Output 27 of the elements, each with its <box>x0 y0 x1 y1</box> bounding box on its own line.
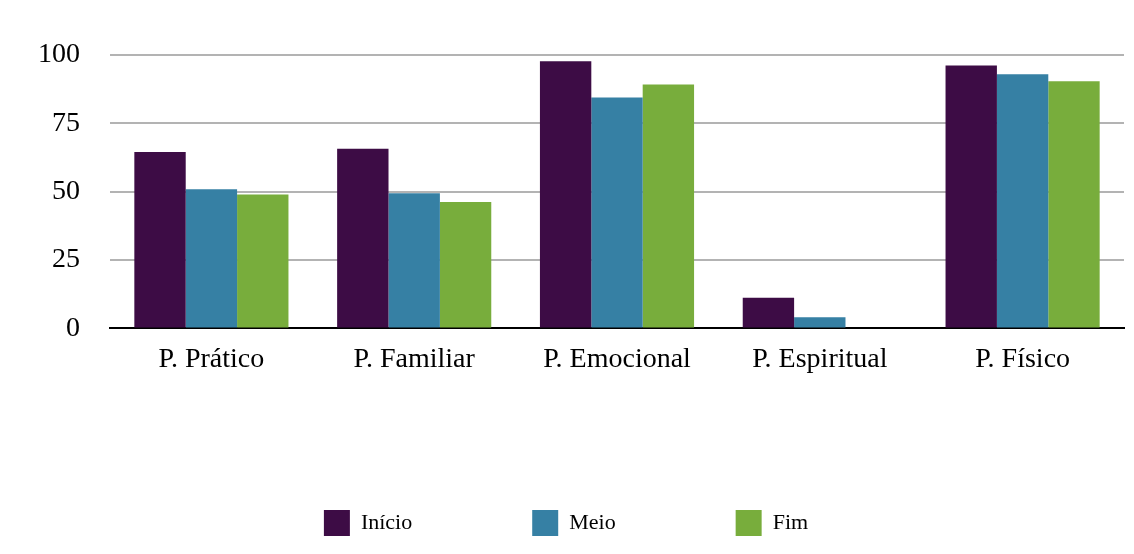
x-tick-label: P. Físico <box>975 341 1071 373</box>
bar <box>237 194 289 328</box>
x-tick-label: P. Prático <box>158 341 265 373</box>
legend-label: Início <box>360 508 413 534</box>
bar <box>134 151 186 328</box>
y-tick-label: 75 <box>52 105 80 137</box>
bar <box>337 148 389 328</box>
bar <box>642 84 695 328</box>
y-tick-label: 0 <box>66 310 80 342</box>
bar <box>439 202 492 328</box>
bar <box>945 65 997 328</box>
bar <box>742 297 795 328</box>
x-tick-label: P. Espiritual <box>752 341 888 373</box>
legend-label: Fim <box>772 508 809 534</box>
bar <box>185 189 238 328</box>
x-tick-label: P. Familiar <box>353 341 476 373</box>
bar <box>996 74 1049 328</box>
y-tick-label: 25 <box>52 242 80 274</box>
bar <box>1048 81 1100 328</box>
y-tick-label: 100 <box>38 37 80 69</box>
bar <box>388 193 440 328</box>
bar <box>591 97 643 328</box>
legend-label: Meio <box>569 508 616 534</box>
bar <box>539 61 592 328</box>
bar <box>794 317 846 328</box>
x-tick-label: P. Emocional <box>543 341 692 373</box>
y-tick-label: 50 <box>52 173 80 205</box>
